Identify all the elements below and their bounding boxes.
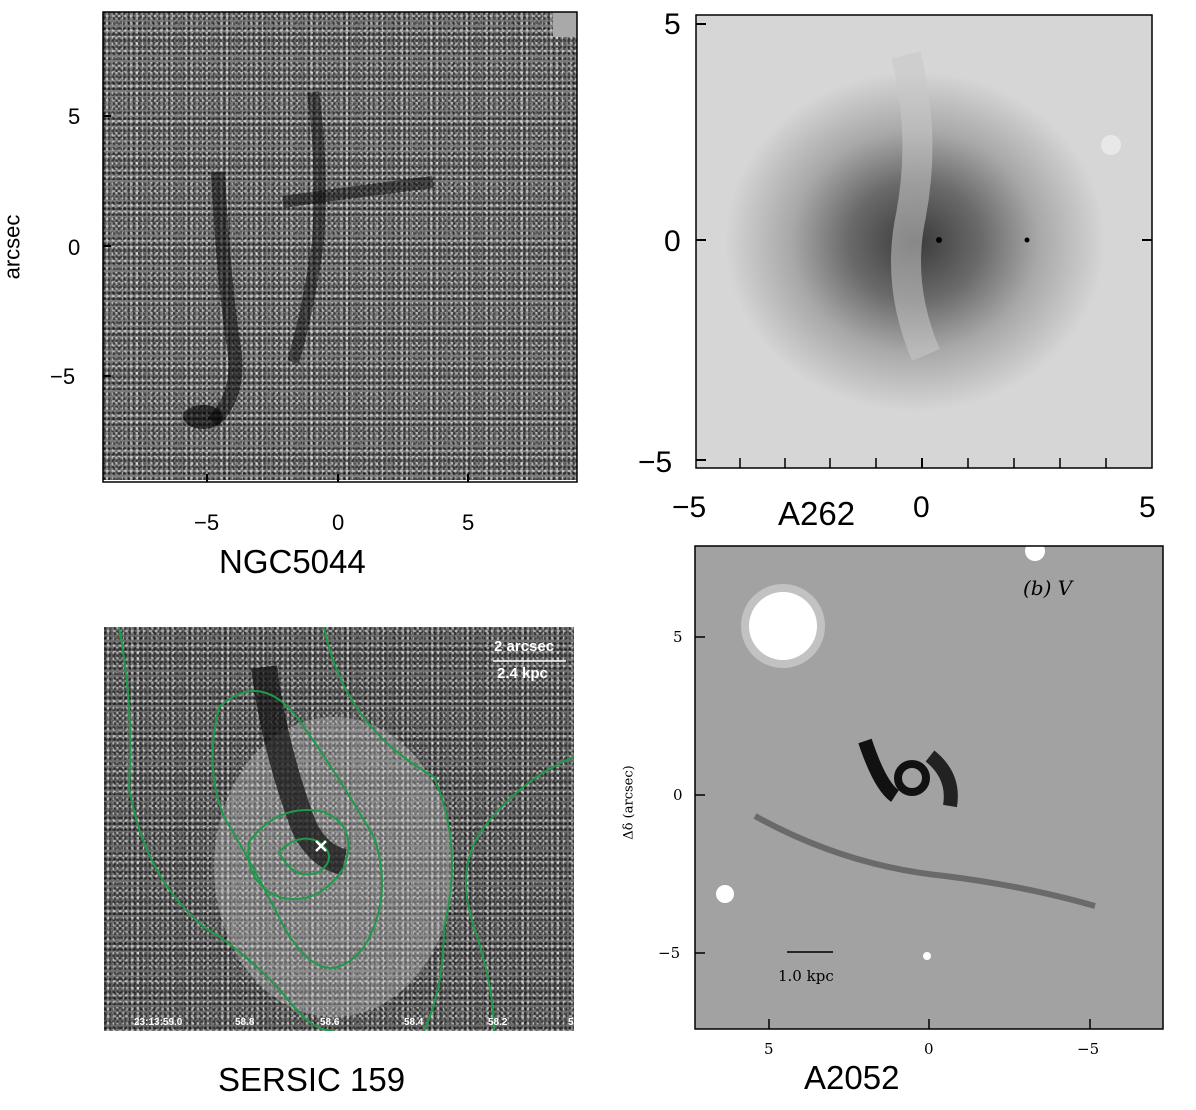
a262-axes	[695, 14, 1153, 469]
a2052-caption: A2052	[804, 1059, 900, 1096]
ra-tick-1: 23:13:59.0	[134, 1017, 183, 1028]
a262-xtick-neg5: −5	[672, 491, 707, 524]
a2052-ytick-0: 0	[673, 786, 683, 804]
ra-tick-3: 58.6	[320, 1017, 340, 1028]
ngc5044-caption: NGC5044	[219, 543, 366, 580]
a2052-scale-label: 1.0 kpc	[778, 967, 834, 985]
a262-ytick-5: 5	[664, 8, 681, 41]
contour-far-right	[465, 756, 574, 1031]
sersic159-cross-marker	[315, 840, 327, 852]
a2052-xtick-0: 0	[924, 1040, 934, 1058]
panel-a2052: (b) V 1.0 kpc 5 0 −5 Δδ (arcsec) 5 0 −5 …	[600, 540, 1196, 1110]
ngc5044-image	[103, 12, 577, 480]
a2052-features	[716, 546, 1096, 960]
a2052-xtick-5: 5	[764, 1040, 774, 1058]
a262-image	[696, 15, 1152, 468]
sersic159-image	[104, 627, 574, 1031]
a2052-band-label: (b) V	[1023, 576, 1073, 600]
ngc5044-xtick-0: 0	[332, 510, 345, 535]
contour-inner	[277, 837, 330, 876]
contour-left	[118, 627, 335, 1031]
ngc5044-xtick-5: 5	[462, 510, 475, 535]
a262-ytick-neg5: −5	[638, 446, 673, 479]
ngc5044-axes	[102, 11, 578, 483]
contour-right	[323, 627, 453, 1031]
a262-dust-lane	[891, 51, 1121, 361]
ra-tick-2: 58.8	[235, 1017, 255, 1028]
a262-ytick-0: 0	[664, 225, 681, 258]
a2052-ytick-neg5: −5	[658, 944, 681, 962]
a2052-ylabel: Δδ (arcsec)	[621, 765, 637, 840]
ngc5044-ytick-0: 0	[68, 235, 81, 260]
panel-a262: 5 0 −5 −5 0 5 A262	[600, 0, 1196, 540]
sersic159-features	[118, 627, 574, 1031]
sersic159-caption: SERSIC 159	[218, 1061, 406, 1098]
contour-outer	[211, 690, 383, 969]
ra-tick-5: 58.2	[488, 1017, 508, 1028]
panel-ngc5044: 5 0 −5 arcsec −5 0 5 NGC5044	[0, 0, 600, 580]
a2052-ytick-5: 5	[673, 628, 683, 646]
a2052-xtick-neg5: −5	[1077, 1040, 1100, 1058]
a2052-axes	[694, 545, 1164, 1030]
a262-caption: A262	[778, 495, 856, 532]
ngc5044-ytick-neg5: −5	[50, 364, 76, 389]
a262-xtick-0: 0	[913, 491, 930, 524]
sersic159-scale-bottom: 2.4 kpc	[497, 665, 548, 682]
panel-sersic159: 2 arcsec 2.4 kpc 23:13:59.0 58.8 58.6 58…	[0, 600, 600, 1110]
sersic159-ra-ticks: 23:13:59.0 58.8 58.6 58.4 58.2 5	[104, 1017, 574, 1031]
a2052-image	[695, 546, 1163, 1029]
ra-tick-4: 58.4	[404, 1017, 424, 1028]
ngc5044-ytick-5: 5	[68, 104, 81, 129]
ngc5044-features	[183, 12, 577, 429]
ra-tick-6: 5	[568, 1017, 574, 1028]
ngc5044-xtick-neg5: −5	[194, 510, 220, 535]
sersic159-scale-top: 2 arcsec	[494, 638, 555, 655]
a262-xtick-5: 5	[1139, 491, 1156, 524]
